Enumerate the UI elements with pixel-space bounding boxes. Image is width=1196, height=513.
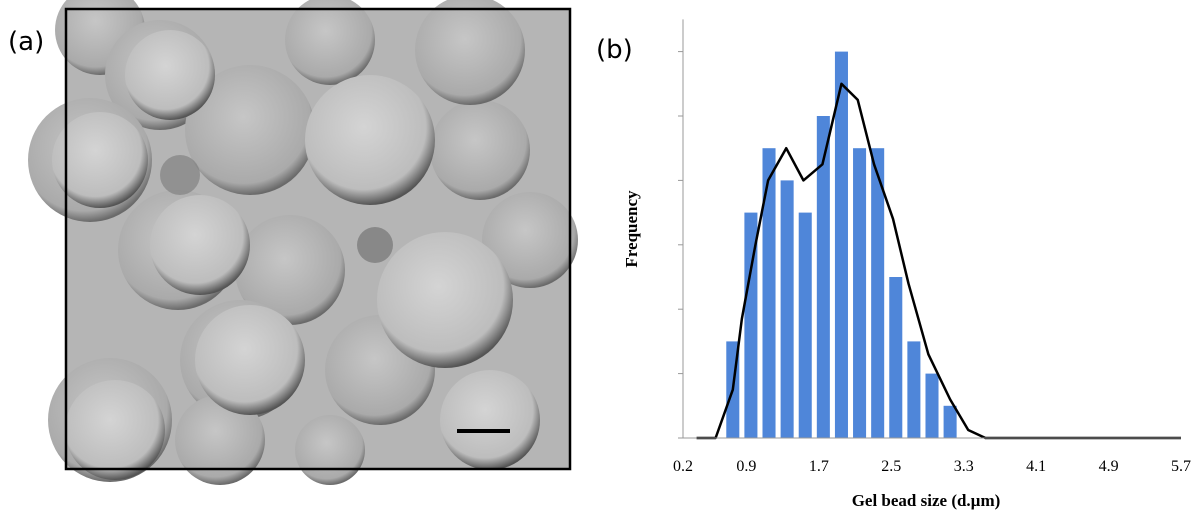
bar [853, 148, 867, 438]
micrograph [28, 0, 578, 485]
bar [816, 116, 830, 438]
x-tick-label: 0.9 [736, 458, 756, 475]
bar [889, 277, 903, 438]
y-axis-label: Frequency [622, 190, 641, 268]
x-tick-label: 0.2 [673, 458, 693, 475]
x-tick-label: 5.7 [1171, 458, 1191, 475]
plot: 0.2 0.9 1.7 2.5 3.3 4.1 4.9 5.7 [673, 19, 1191, 475]
x-tick-label: 2.5 [881, 458, 901, 475]
x-tick-label: 1.7 [809, 458, 829, 475]
x-tick-label: 4.1 [1026, 458, 1046, 475]
bar [834, 51, 848, 438]
bar [943, 405, 957, 438]
panel-label: (a) [8, 27, 44, 57]
bar [744, 212, 758, 438]
bar [907, 341, 921, 438]
bar [762, 148, 776, 438]
panel-label: (b) [596, 35, 633, 65]
bar [798, 212, 812, 438]
bar [871, 148, 885, 438]
x-axis-label: Gel bead size (d.µm) [852, 491, 1001, 510]
bar [925, 373, 939, 438]
x-tick-label: 3.3 [954, 458, 974, 475]
x-tick-label: 4.9 [1099, 458, 1119, 475]
line [696, 82, 1181, 440]
bar [780, 180, 794, 438]
